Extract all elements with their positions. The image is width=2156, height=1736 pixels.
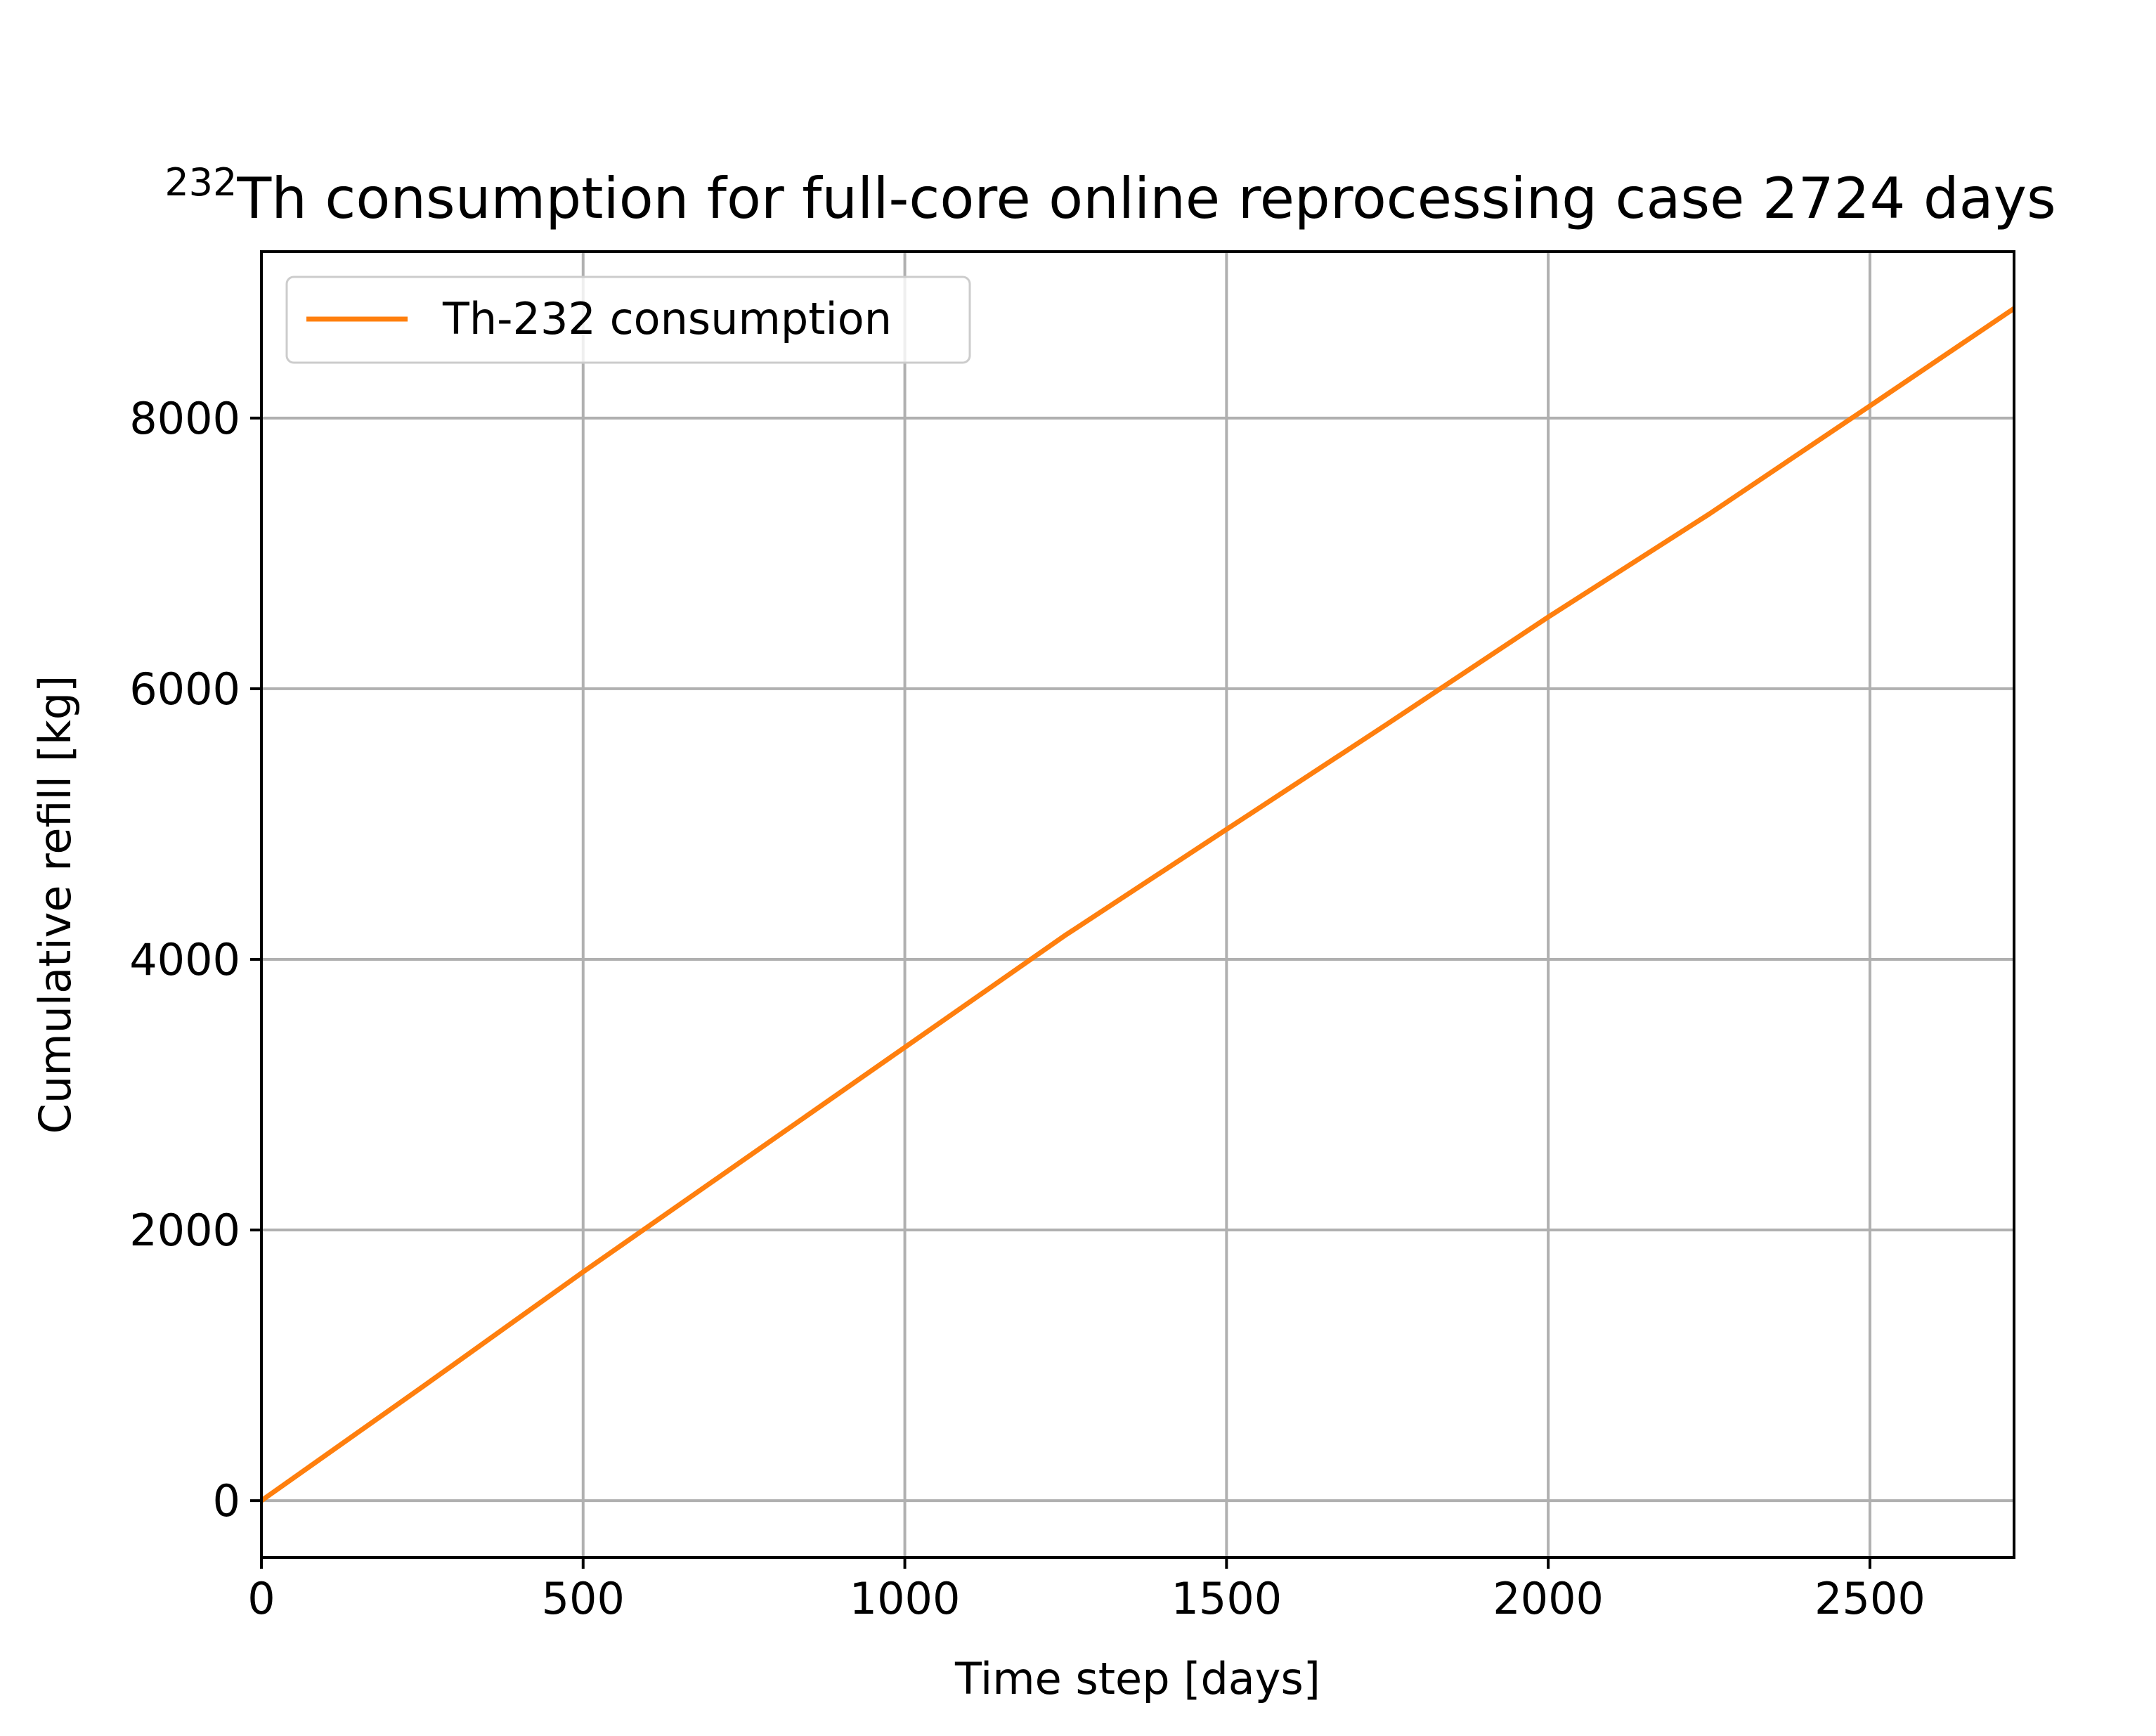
axis-ticks: 0 500 1000 1500 2000 2500 0 2000 4000 6000 8000 [129, 393, 1926, 1624]
legend: Th-232 consumption [285, 276, 971, 364]
y-tick-label: 4000 [129, 934, 240, 985]
series-line-th232-consumption [259, 306, 2015, 1503]
title-superscript: 232 [164, 160, 237, 205]
x-tick-label: 0 [247, 1573, 275, 1624]
chart-title: 232Th consumption for full-core online r… [164, 160, 2056, 231]
series-layer [259, 306, 2015, 1503]
x-tick-label: 500 [542, 1573, 625, 1624]
x-tick-label: 1500 [1171, 1573, 1282, 1624]
grid-lines [260, 252, 2014, 1557]
y-tick-label: 0 [213, 1475, 240, 1527]
y-axis-label: Cumulative refill [kg] [30, 675, 81, 1134]
legend-box [285, 276, 971, 364]
title-main: Th consumption for full-core online repr… [236, 166, 2056, 231]
y-tick-label: 2000 [129, 1205, 240, 1256]
y-tick-label: 8000 [129, 393, 240, 444]
x-tick-label: 2500 [1814, 1573, 1926, 1624]
x-tick-label: 1000 [850, 1573, 961, 1624]
x-axis-label: Time step [days] [954, 1653, 1320, 1704]
y-tick-label: 6000 [129, 663, 240, 715]
legend-entry-label: Th-232 consumption [442, 293, 892, 344]
plot-area-frame [260, 250, 2015, 1559]
x-tick-label: 2000 [1493, 1573, 1604, 1624]
